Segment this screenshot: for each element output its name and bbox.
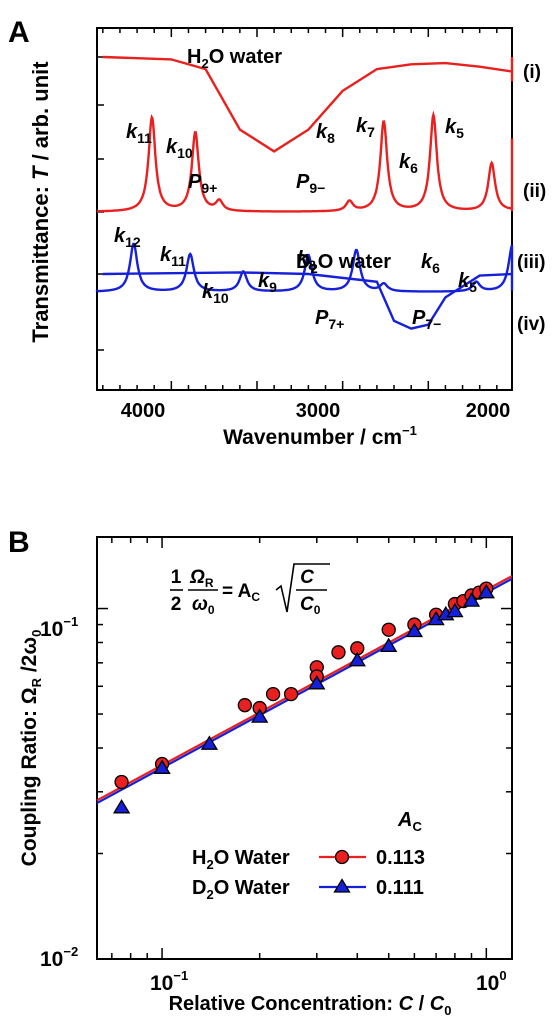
d2o-data-point (446, 602, 464, 618)
legend: AC H2O Water 0.113 D2O Water 0.111 (192, 809, 425, 902)
panel-b-ylabel: Coupling Ratio: ΩR /2ω0 (18, 630, 44, 867)
d2o-data-point (405, 622, 424, 638)
peak-label-k8: k8 (316, 121, 335, 146)
peak-label-k8b: k8 (297, 248, 316, 273)
h2o-data-point (237, 698, 252, 713)
legend-header: AC (397, 809, 422, 834)
peak-label-k11b: k11 (160, 244, 186, 269)
h2o-peak-labels: k11 k10 P9+ P9− k8 k7 k6 k5 (126, 115, 464, 196)
trace-label-ii: (ii) (523, 181, 546, 202)
eq-c: C (300, 567, 314, 588)
peak-label-p7minus: P7− (412, 307, 441, 332)
panel-b-letter: B (8, 526, 30, 559)
peak-label-k11: k11 (126, 121, 152, 146)
d2o-data-point (308, 675, 326, 690)
peak-label-k5: k5 (445, 116, 464, 141)
d2o-data-point (251, 708, 269, 723)
h2o-water-label: H2O water (187, 46, 282, 71)
panel-a-xtick-2000: 2000 (466, 400, 511, 422)
d2o-peak-labels: k12 k11 k10 k9 k8 P7+ P7− k6 k5 (114, 225, 477, 332)
eq-c0: C0 (300, 594, 321, 617)
d2o-water-label: D2O water (296, 251, 391, 276)
eq-sqrt-sign (275, 563, 330, 613)
peak-label-k6b: k6 (421, 251, 440, 276)
coupling-equation: 1 2 ΩR ω0 = AC C C0 (170, 563, 330, 617)
panel-b-xlabel: Relative Concentration: C / C0 (169, 993, 452, 1017)
panel-b-ticks (97, 537, 512, 959)
eq-half-num: 1 (171, 567, 182, 588)
peak-label-k7: k7 (356, 115, 375, 140)
eq-equals-ac: = AC (222, 581, 260, 604)
h2o-data-point (265, 686, 281, 702)
trace-label-iv: (iv) (517, 314, 546, 335)
d2o-data-point (153, 759, 171, 774)
peak-label-k9: k9 (258, 270, 277, 295)
trace-iii-d2o (102, 271, 513, 330)
d2o-data-point (477, 583, 495, 599)
panel-a-xtick-4000: 4000 (121, 400, 166, 422)
d2o-data-point (462, 592, 481, 607)
peak-label-k12: k12 (114, 225, 141, 250)
h2o-data-point (283, 686, 299, 702)
d2o-data-point (380, 637, 398, 653)
trace-label-i: (i) (523, 62, 541, 83)
peak-label-p7plus: P7+ (315, 307, 344, 332)
legend-label-d2o: D2O Water (192, 877, 290, 902)
h2o-data-point (381, 622, 396, 637)
legend-marker-d2o (333, 878, 351, 893)
panel-b-xtick-0.1: 10−1 (150, 968, 188, 995)
peak-label-k5b: k5 (458, 270, 477, 295)
trace-ii-h2o (97, 110, 514, 213)
panel-a-ticks (97, 28, 498, 390)
peak-label-p9minus: P9− (296, 171, 325, 196)
panel-b-xtick-1: 100 (476, 968, 507, 995)
panel-a-letter: A (8, 16, 30, 49)
d2o-data-point (112, 799, 131, 814)
panel-b-ytick-0.1: 10−1 (40, 614, 78, 641)
peak-label-k10: k10 (166, 136, 193, 161)
legend-value-d2o: 0.111 (376, 877, 424, 899)
panel-a-ylabel: Transmittance: T / arb. unit (28, 61, 53, 343)
legend-marker-h2o (334, 849, 350, 865)
panel-a-frame (96, 27, 513, 391)
legend-value-h2o: 0.113 (376, 847, 425, 869)
trace-label-iii: (iii) (517, 252, 546, 273)
panel-b-ytick-0.01: 10−2 (40, 944, 78, 971)
panel-a-xlabel: Wavenumber / cm−1 (223, 423, 417, 449)
eq-omega-r: ΩR (189, 567, 214, 590)
h2o-data-point (114, 774, 129, 790)
eq-half-den: 2 (171, 594, 182, 615)
d2o-data-point (348, 651, 366, 667)
trace-i-h2o (102, 55, 514, 153)
legend-label-h2o: H2O Water (192, 847, 290, 872)
eq-omega-0: ω0 (192, 594, 215, 617)
peak-label-k10b: k10 (202, 281, 229, 306)
h2o-data-point (331, 645, 346, 660)
panel-a-xtick-3000: 3000 (296, 400, 341, 422)
trace-iv-d2o (95, 242, 514, 293)
peak-label-p9plus: P9+ (188, 171, 217, 196)
scatter-markers (112, 581, 495, 814)
peak-label-k6: k6 (399, 151, 418, 176)
d2o-data-point (200, 735, 219, 750)
